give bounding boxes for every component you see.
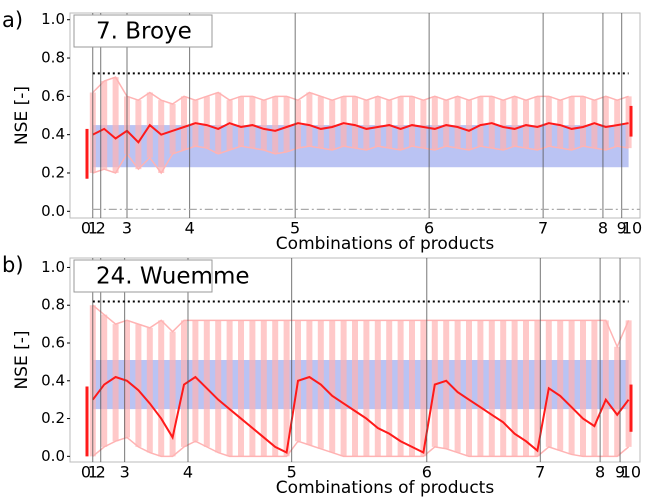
title-box <box>73 259 213 293</box>
y-tick-label: 0.0 <box>41 447 65 465</box>
y-tick-label: 0.6 <box>41 334 65 352</box>
x-tick-label: 8 <box>598 219 608 238</box>
y-tick-label: 0.4 <box>41 371 65 389</box>
y-tick-label: 1.0 <box>41 258 65 276</box>
y-tick-label: 0.8 <box>41 49 65 67</box>
y-tick-label: 0.8 <box>41 296 65 314</box>
x-tick-label: 0 <box>81 219 91 238</box>
y-tick-label: 0.6 <box>41 87 65 105</box>
median-line <box>92 122 629 144</box>
y-tick-label: 0.2 <box>41 409 65 427</box>
x-tick-label: 10 <box>621 463 641 482</box>
title-box <box>73 14 213 48</box>
x-tick-label: 5 <box>287 463 297 482</box>
panel-label: a) <box>2 8 23 32</box>
x-tick-label: 8 <box>595 463 605 482</box>
panel-title: 24. Wuemme <box>96 264 250 290</box>
x-tick-label: 2 <box>96 463 106 482</box>
median-line <box>92 375 630 455</box>
x-tick-label: 4 <box>185 219 195 238</box>
y-tick-label: 0.4 <box>41 125 65 143</box>
x-axis-title: Combinations of products <box>276 478 495 498</box>
y-tick-label: 0.0 <box>41 202 65 220</box>
x-axis-title: Combinations of products <box>276 234 495 254</box>
panel-title: 7. Broye <box>96 19 192 45</box>
x-tick-label: 7 <box>535 463 545 482</box>
x-tick-label: 1 <box>88 463 98 482</box>
x-tick-label: 9 <box>615 463 625 482</box>
x-tick-label: 6 <box>424 219 434 238</box>
x-tick-label: 7 <box>538 219 548 238</box>
panel-label: b) <box>2 253 24 277</box>
y-tick-label: 0.2 <box>41 163 65 181</box>
y-axis-title: NSE [-] <box>12 330 32 389</box>
x-tick-label: 3 <box>120 463 130 482</box>
y-axis-title: NSE [-] <box>12 86 32 145</box>
x-tick-label: 5 <box>290 219 300 238</box>
x-tick-label: 6 <box>422 463 432 482</box>
x-tick-label: 4 <box>183 463 193 482</box>
x-tick-label: 10 <box>622 219 642 238</box>
x-tick-label: 0 <box>81 463 91 482</box>
x-tick-label: 2 <box>96 219 106 238</box>
y-tick-label: 1.0 <box>41 10 65 28</box>
x-tick-label: 9 <box>617 219 627 238</box>
x-tick-label: 3 <box>122 219 132 238</box>
x-tick-label: 1 <box>88 219 98 238</box>
